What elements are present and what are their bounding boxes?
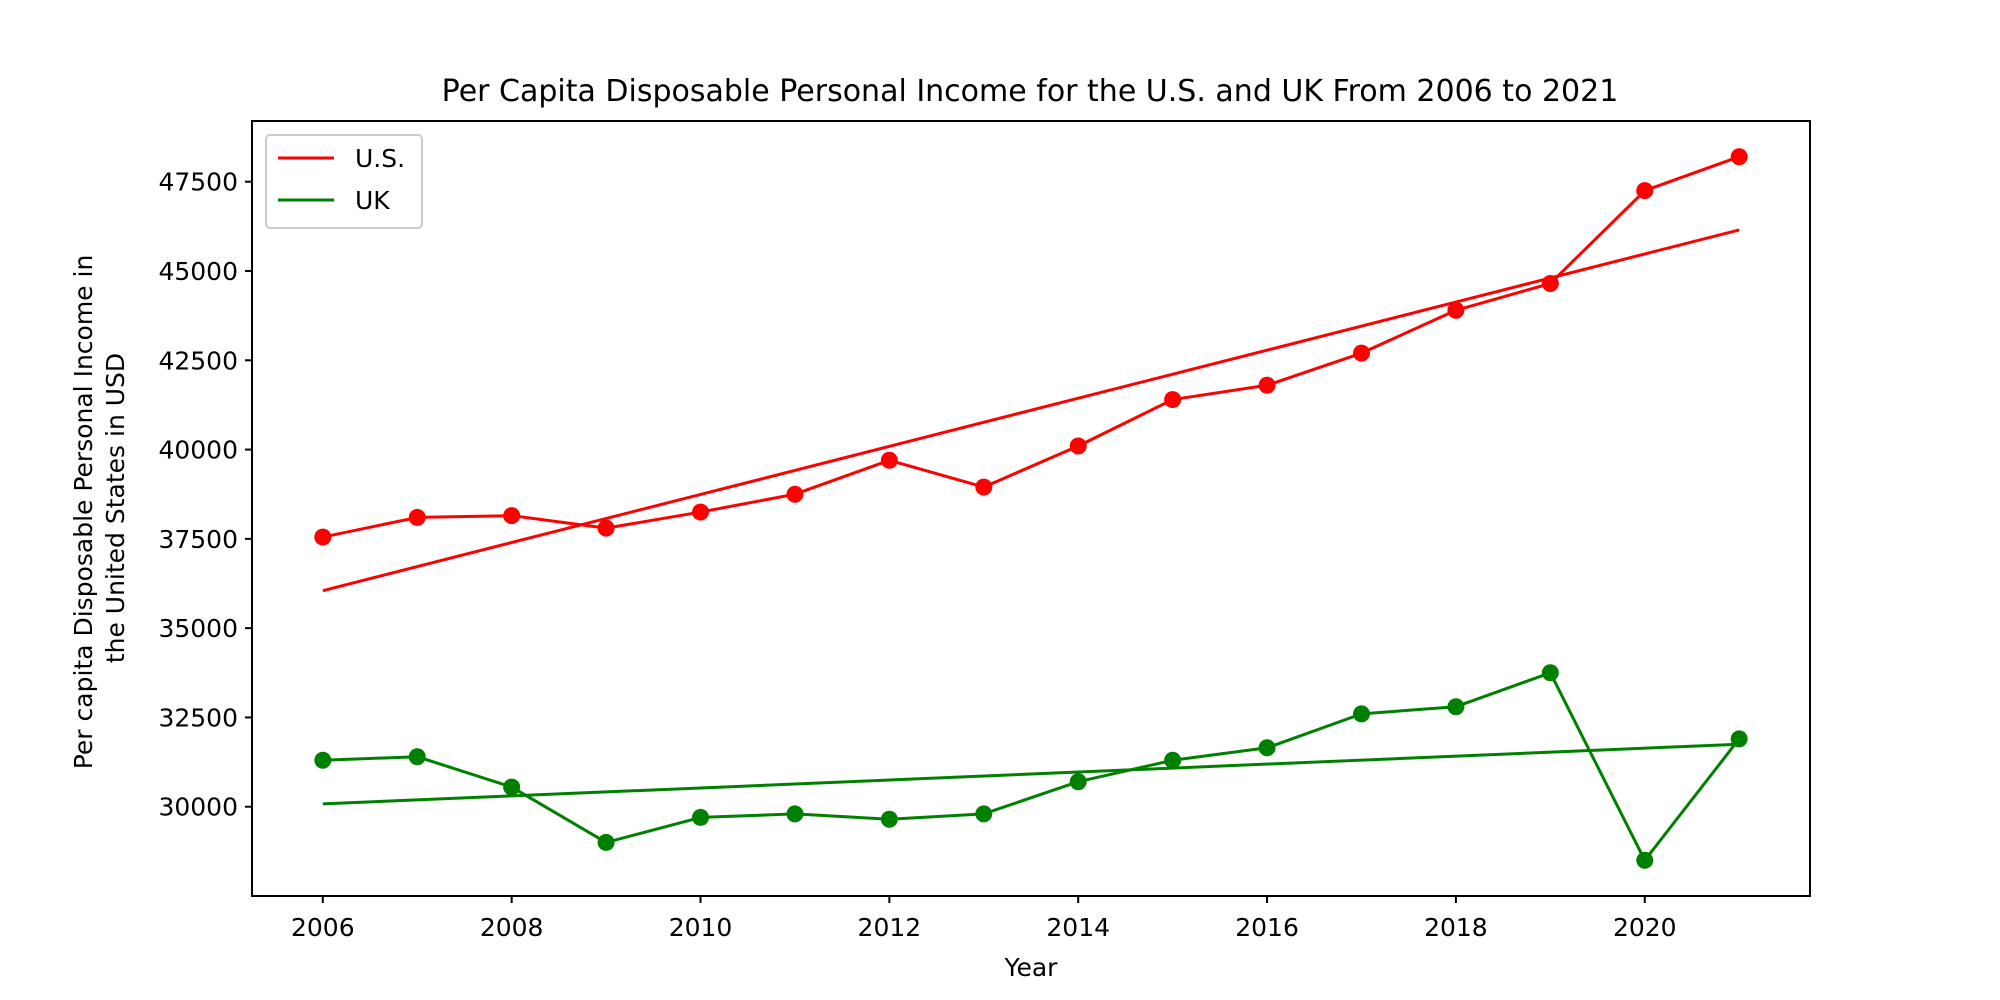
trend-line-uk bbox=[322, 742, 1740, 806]
data-point-uk bbox=[1636, 851, 1654, 869]
y-axis-title: Per capita Disposable Personal Income in… bbox=[69, 247, 130, 770]
data-point-us bbox=[1069, 437, 1087, 455]
data-point-us bbox=[1447, 301, 1465, 319]
data-point-uk bbox=[1164, 751, 1182, 769]
data-point-uk bbox=[786, 805, 804, 823]
data-point-us bbox=[503, 507, 521, 525]
data-point-us bbox=[408, 508, 426, 526]
plot-series bbox=[314, 148, 1748, 869]
y-tick-label: 45000 bbox=[158, 257, 238, 286]
y-axis-title-line-1: Per capita Disposable Personal Income in bbox=[69, 255, 98, 770]
x-tick-label: 2018 bbox=[1424, 913, 1488, 942]
chart-title: Per Capita Disposable Personal Income fo… bbox=[442, 74, 1619, 109]
data-point-uk bbox=[314, 751, 332, 769]
data-point-us bbox=[975, 478, 993, 496]
data-point-uk bbox=[1258, 739, 1276, 757]
series-us bbox=[314, 148, 1748, 593]
data-point-uk bbox=[692, 808, 710, 826]
y-tick-label: 47500 bbox=[158, 168, 238, 197]
data-point-uk bbox=[1541, 664, 1559, 682]
data-point-us bbox=[314, 528, 332, 546]
data-point-uk bbox=[975, 805, 993, 823]
data-point-us bbox=[692, 503, 710, 521]
legend-us-label: U.S. bbox=[355, 144, 405, 173]
data-point-uk bbox=[880, 810, 898, 828]
y-tick-label: 42500 bbox=[158, 346, 238, 375]
data-point-us bbox=[1541, 275, 1559, 292]
legend: U.S. UK bbox=[265, 134, 423, 229]
data-point-uk bbox=[503, 778, 521, 796]
series-uk bbox=[314, 664, 1748, 869]
data-point-us bbox=[1730, 148, 1748, 166]
y-tick-label: 32500 bbox=[158, 703, 238, 732]
x-tick-label: 2020 bbox=[1613, 913, 1677, 942]
series-line-uk bbox=[322, 671, 1741, 862]
series-line-us bbox=[322, 155, 1740, 539]
data-point-us bbox=[880, 451, 898, 469]
y-tick-label: 30000 bbox=[158, 793, 238, 822]
y-axis: 30000 32500 35000 37500 40000 42500 45000 47500 bbox=[158, 168, 252, 822]
y-tick-label: 37500 bbox=[158, 525, 238, 554]
trend-line-us bbox=[322, 228, 1740, 593]
data-point-us bbox=[1164, 391, 1182, 409]
x-tick-label: 2014 bbox=[1046, 913, 1110, 942]
data-point-uk bbox=[1730, 730, 1748, 748]
x-tick-label: 2008 bbox=[480, 913, 544, 942]
y-tick-label: 35000 bbox=[158, 614, 238, 643]
x-tick-label: 2016 bbox=[1235, 913, 1299, 942]
data-point-us bbox=[1258, 376, 1276, 394]
x-axis: 2006 2008 2010 2012 2014 2016 2018 2020 bbox=[291, 896, 1677, 942]
data-point-uk bbox=[597, 833, 615, 851]
x-axis-title: Year bbox=[1004, 953, 1059, 982]
data-point-us bbox=[1636, 182, 1654, 200]
data-point-uk bbox=[1352, 705, 1370, 723]
data-point-us bbox=[597, 519, 615, 537]
data-point-uk bbox=[1447, 698, 1465, 716]
legend-uk-label: UK bbox=[355, 186, 390, 215]
x-tick-label: 2010 bbox=[669, 913, 733, 942]
y-axis-title-line-2: the United States in USD bbox=[101, 353, 130, 663]
x-tick-label: 2006 bbox=[291, 913, 355, 942]
data-point-uk bbox=[1069, 773, 1087, 791]
x-tick-label: 2012 bbox=[858, 913, 922, 942]
y-tick-label: 40000 bbox=[158, 436, 238, 465]
data-point-uk bbox=[408, 748, 426, 766]
data-point-us bbox=[786, 485, 804, 503]
data-point-us bbox=[1352, 344, 1370, 362]
